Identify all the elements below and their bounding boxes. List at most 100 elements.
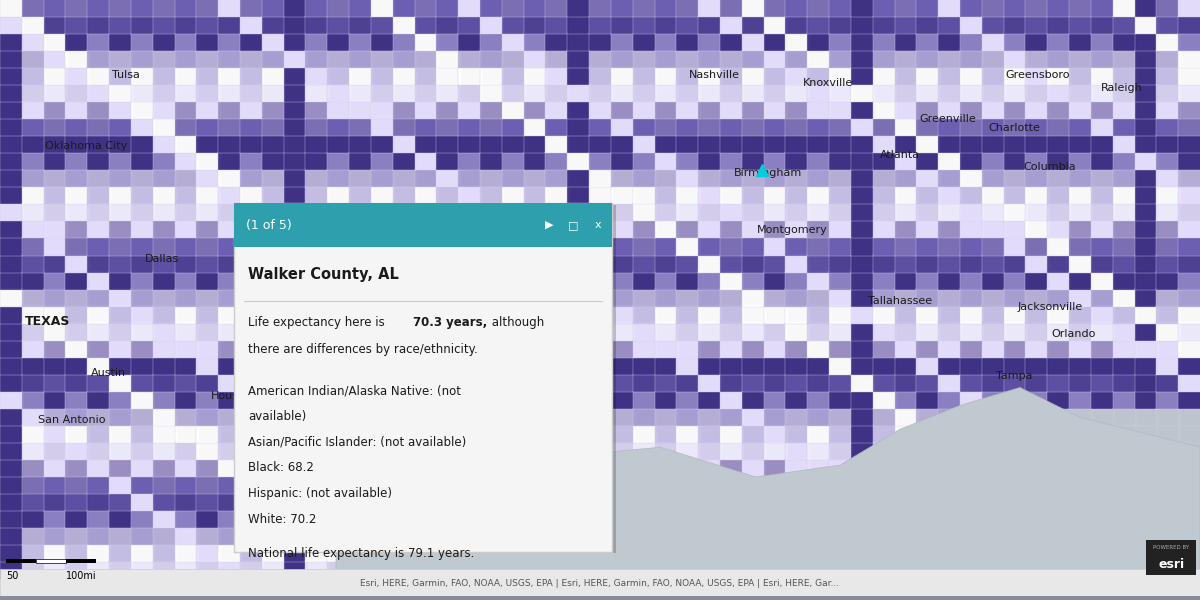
Bar [1026,33,1050,51]
Bar [786,220,810,238]
Bar [720,289,744,307]
Bar [152,425,176,443]
Bar [851,67,875,85]
Text: x: x [594,220,601,230]
Bar [262,203,286,221]
Bar [392,67,416,85]
Bar [523,374,548,392]
Bar [218,33,242,51]
Bar [611,254,635,272]
Bar [240,33,264,51]
Bar [720,322,744,341]
Bar [786,33,810,51]
Bar [43,322,68,341]
Bar [938,16,962,34]
Bar [437,356,461,375]
Bar [829,220,853,238]
Bar [88,425,112,443]
Bar [763,407,788,426]
Bar [1157,510,1181,528]
Bar [371,374,395,392]
Bar [698,374,722,392]
Bar [829,356,853,375]
Bar [502,561,526,579]
Bar [1069,493,1093,511]
Bar [240,544,264,562]
Bar [240,493,264,511]
Bar [851,169,875,187]
Bar [152,493,176,511]
Bar [218,254,242,272]
Bar [677,476,701,494]
Bar [742,322,766,341]
Bar [109,186,133,205]
Bar [371,340,395,358]
Bar [872,84,896,102]
Bar [894,238,919,256]
Bar [611,101,635,119]
Bar [131,561,155,579]
Bar [808,254,832,272]
Bar [0,340,24,358]
Bar [240,578,264,596]
Bar [808,356,832,375]
Bar [786,289,810,307]
Bar [371,561,395,579]
Bar [392,391,416,409]
Bar [742,84,766,102]
Bar [414,578,439,596]
Bar [589,238,613,256]
Bar [1178,510,1200,528]
Bar [174,101,199,119]
Bar [437,305,461,323]
Bar [131,50,155,68]
Bar [1069,67,1093,85]
Bar [720,238,744,256]
Bar [502,340,526,358]
Bar [437,289,461,307]
Bar [306,442,330,460]
Bar [917,0,941,17]
Bar [960,305,984,323]
Bar [152,374,176,392]
Bar [589,493,613,511]
Bar [0,135,24,154]
Bar [480,67,504,85]
Bar [502,238,526,256]
Bar [283,118,308,136]
Bar [0,152,24,170]
Bar [43,578,68,596]
Bar [808,578,832,596]
Bar [1026,544,1050,562]
Bar [306,203,330,221]
Bar [1003,442,1028,460]
Text: □: □ [569,220,578,230]
Bar [349,561,373,579]
Bar [392,101,416,119]
Bar [960,510,984,528]
Bar [677,254,701,272]
Bar [872,391,896,409]
Bar [480,16,504,34]
Bar [960,356,984,375]
Bar [414,305,439,323]
Bar [938,50,962,68]
Bar [502,203,526,221]
Bar [502,289,526,307]
Bar [632,578,656,596]
Bar [371,544,395,562]
Bar [1069,50,1093,68]
Bar [1178,289,1200,307]
Bar [982,322,1006,341]
Bar [1091,135,1115,154]
Bar [0,374,24,392]
Bar [1134,186,1159,205]
Bar [829,186,853,205]
Bar [786,203,810,221]
Bar [1157,374,1181,392]
Bar [632,169,656,187]
Bar [0,442,24,460]
Bar [283,16,308,34]
Bar [720,442,744,460]
Bar [654,169,679,187]
